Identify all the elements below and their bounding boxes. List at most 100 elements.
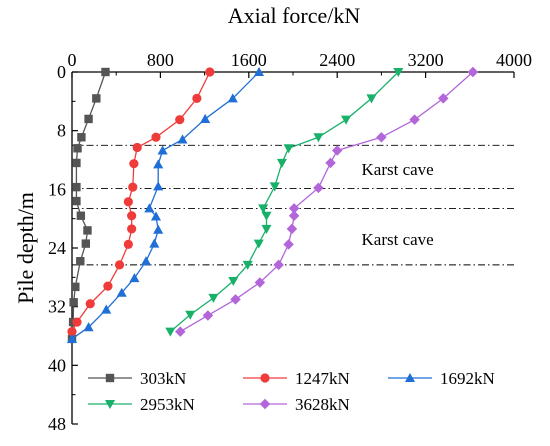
data-point — [228, 276, 239, 287]
data-point — [76, 257, 85, 266]
annotations: Karst cave Karst cave — [362, 160, 434, 249]
x-tick-label: 4000 — [496, 50, 532, 70]
data-point — [175, 326, 186, 337]
data-point — [83, 322, 94, 332]
data-point — [150, 211, 162, 221]
x-tick-label: 3200 — [408, 50, 444, 70]
data-point — [286, 223, 298, 235]
data-point — [253, 239, 264, 249]
data-point — [132, 142, 142, 153]
y-axis-title: Pile depth/m — [13, 192, 38, 304]
data-point — [71, 282, 80, 292]
data-point — [254, 277, 266, 288]
series-layer — [66, 66, 479, 344]
data-point — [258, 204, 269, 214]
data-point — [149, 238, 160, 248]
data-point — [103, 281, 113, 291]
data-point — [73, 144, 82, 153]
data-point — [376, 132, 387, 143]
axes: 0 800 1600 2400 3200 4000 0 8 16 24 32 40 48 — [48, 50, 532, 434]
legend-label: 1247kN — [295, 369, 350, 388]
data-point — [116, 287, 127, 297]
series-line — [71, 71, 107, 339]
legend-marker — [404, 372, 416, 383]
data-point — [273, 259, 284, 271]
data-point — [165, 327, 176, 337]
data-point — [409, 114, 420, 125]
y-tick-label: 8 — [57, 121, 66, 141]
data-point — [467, 66, 479, 78]
data-point — [153, 224, 164, 234]
data-point — [202, 310, 214, 321]
data-point — [81, 239, 91, 248]
data-point — [123, 239, 133, 249]
data-point — [85, 299, 95, 309]
data-point — [66, 333, 78, 343]
data-point — [313, 182, 324, 194]
series-2953kN — [165, 67, 404, 337]
series-line — [169, 71, 399, 333]
data-point — [192, 93, 202, 103]
legend-label: 2953kN — [140, 395, 195, 414]
y-tick-label: 24 — [48, 238, 66, 258]
data-point — [230, 294, 241, 305]
data-point — [129, 159, 139, 169]
data-point — [101, 304, 112, 314]
y-tick-label: 0 — [57, 62, 66, 82]
data-point — [393, 67, 404, 78]
data-point — [283, 144, 294, 154]
data-point — [331, 145, 343, 156]
data-point — [177, 134, 188, 144]
data-point — [151, 132, 161, 142]
data-point — [77, 133, 86, 142]
karst-cave-label: Karst cave — [362, 230, 434, 249]
legend-marker — [260, 373, 270, 383]
data-point — [129, 273, 140, 283]
data-point — [72, 196, 81, 206]
data-point — [208, 293, 219, 303]
data-point — [127, 224, 137, 234]
data-point — [366, 94, 377, 104]
data-point — [261, 211, 272, 221]
x-axis-title: Axial force/kN — [228, 3, 361, 28]
data-point — [114, 260, 125, 270]
data-point — [200, 113, 211, 123]
data-point — [72, 182, 81, 192]
y-tick-label: 16 — [48, 179, 66, 199]
data-point — [227, 93, 238, 103]
y-tick-label: 40 — [48, 355, 66, 375]
legend-item: 303kN — [88, 369, 186, 388]
series-line — [179, 71, 474, 333]
data-point — [261, 224, 272, 234]
data-point — [128, 182, 138, 192]
data-point — [313, 133, 324, 143]
x-tick-label: 2400 — [319, 50, 355, 70]
data-point — [341, 115, 352, 125]
data-point — [438, 93, 449, 104]
data-point — [253, 66, 265, 77]
data-point — [288, 203, 300, 214]
data-point — [72, 317, 82, 327]
y-tick-label: 48 — [48, 414, 66, 434]
data-point — [283, 239, 294, 250]
data-point — [123, 197, 133, 207]
legend-item: 1247kN — [243, 369, 350, 388]
legend: 303kN 1247kN 1692kN 2953kN 3628kN — [88, 369, 495, 414]
data-point — [157, 145, 168, 155]
data-point — [84, 114, 93, 124]
data-point — [153, 181, 164, 191]
series-1692kN — [66, 66, 265, 343]
data-point — [175, 115, 185, 125]
data-point — [69, 298, 78, 307]
legend-label: 1692kN — [440, 369, 495, 388]
karst-cave-label: Karst cave — [362, 160, 434, 179]
data-point — [101, 67, 110, 77]
data-point — [92, 94, 101, 103]
series-1247kN — [67, 67, 215, 337]
legend-item: 2953kN — [88, 395, 195, 414]
data-point — [67, 327, 77, 337]
data-point — [153, 159, 164, 169]
data-point — [83, 226, 92, 235]
x-tick-label: 0 — [68, 50, 77, 70]
